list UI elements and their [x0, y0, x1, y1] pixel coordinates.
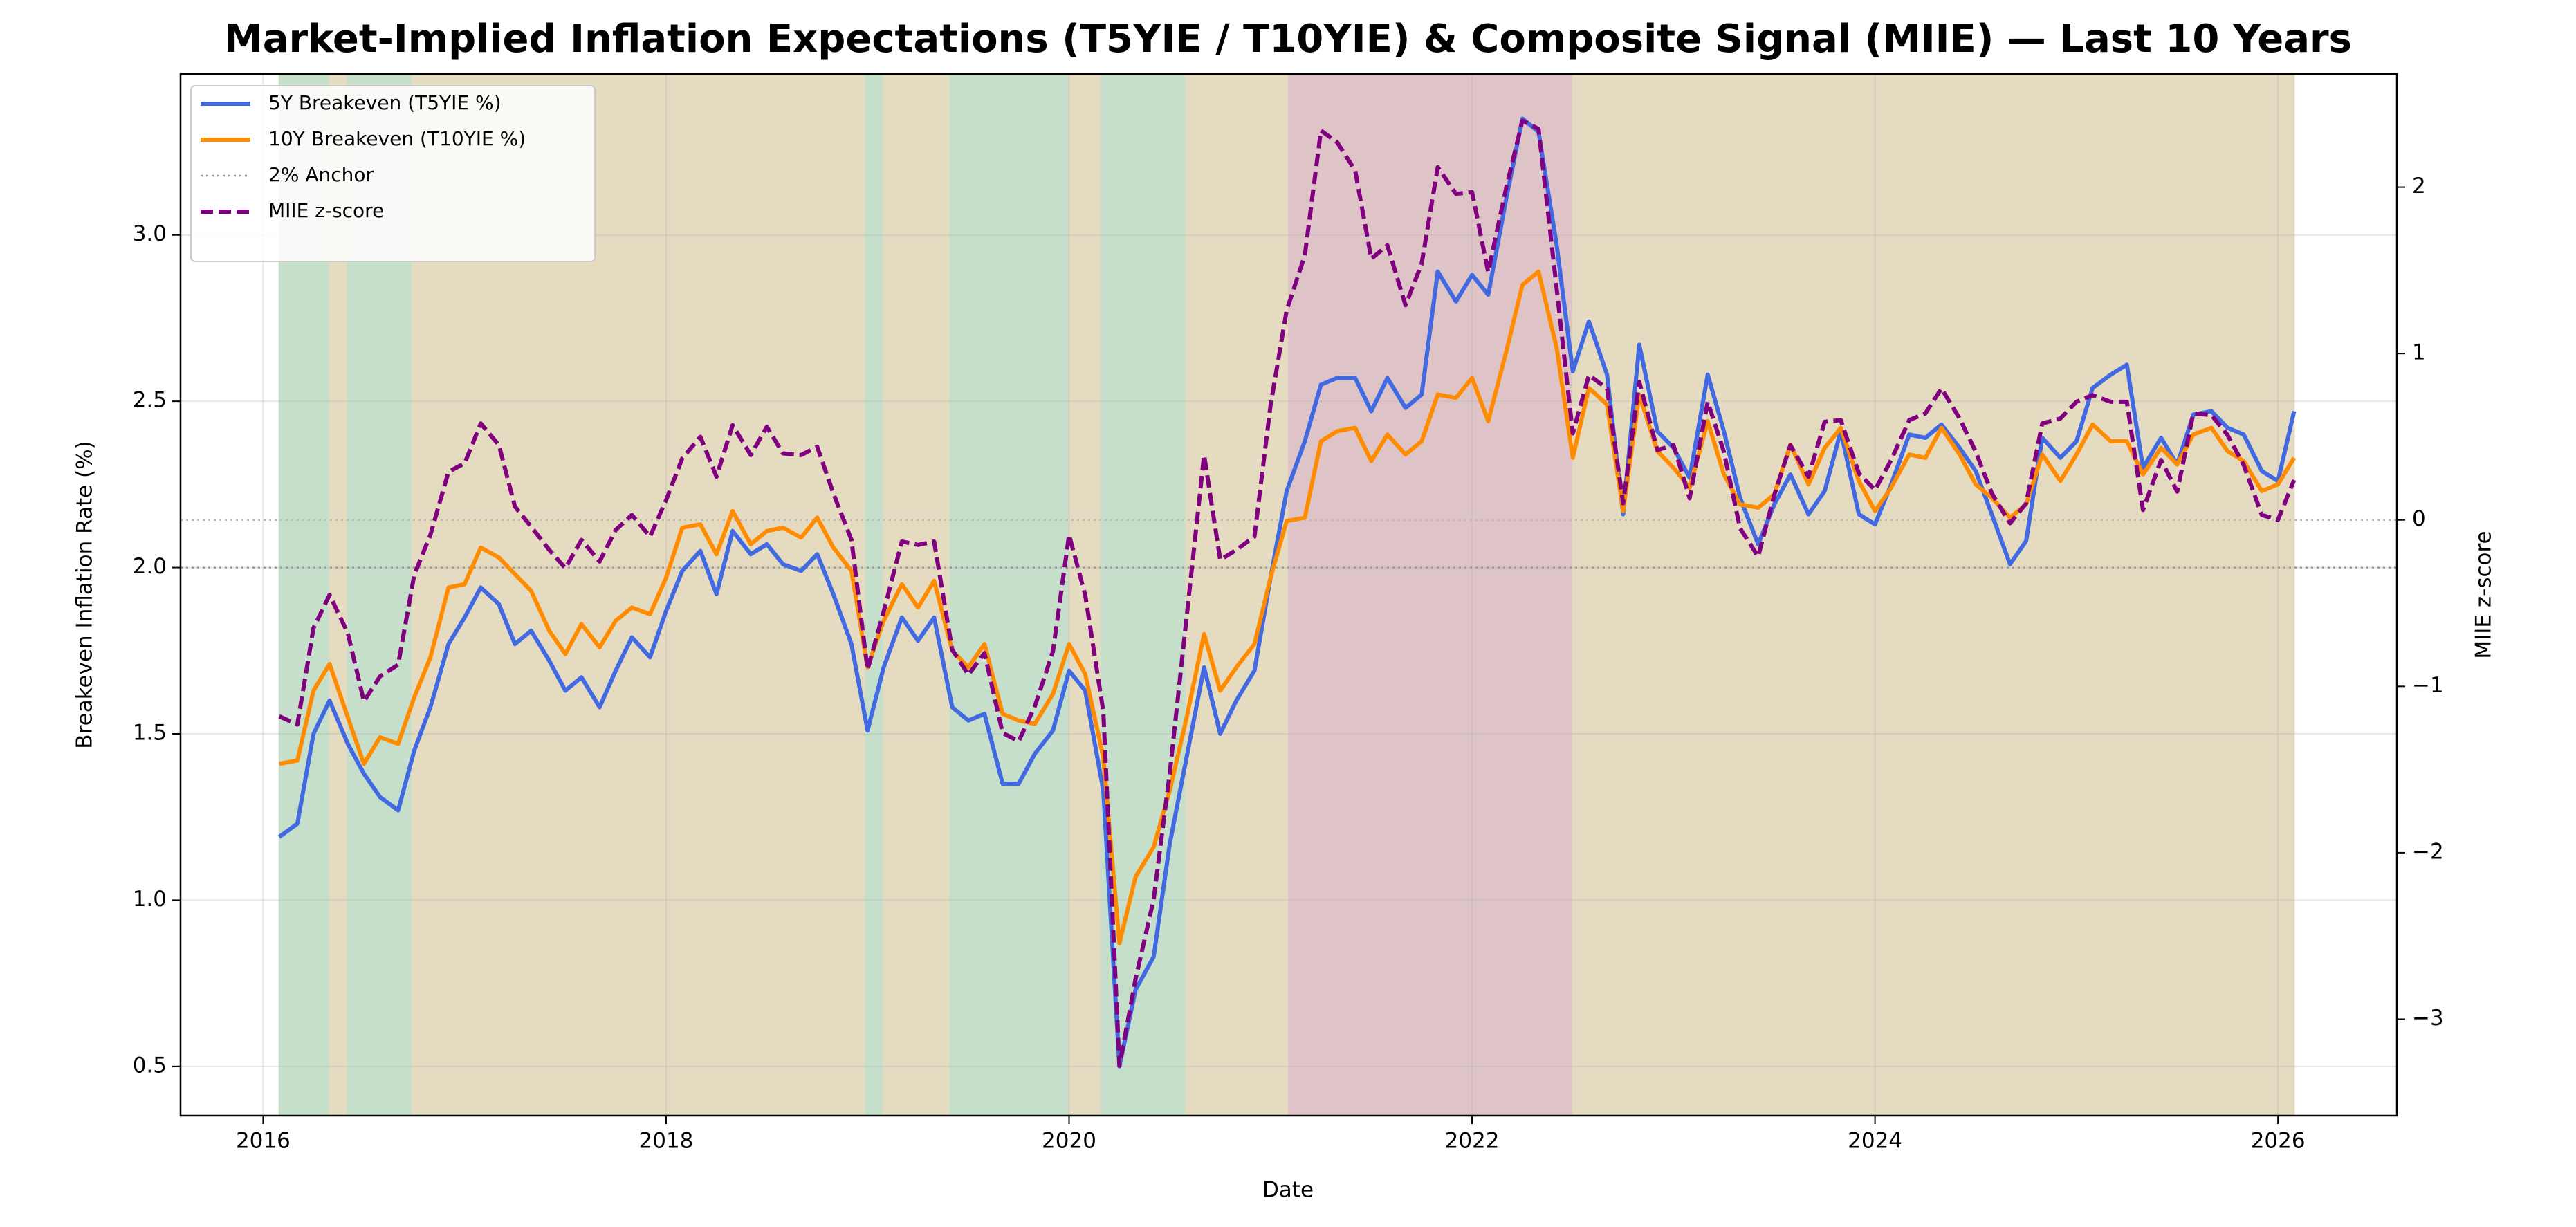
- x-axis-label: Date: [1262, 1178, 1314, 1203]
- y-tick-label: 1.0: [133, 887, 167, 912]
- regime-band: [883, 73, 951, 1116]
- x-tick-label: 2022: [1445, 1129, 1500, 1154]
- chart-title: Market-Implied Inflation Expectations (T…: [224, 17, 2352, 62]
- regime-band: [949, 73, 1070, 1116]
- legend: 5Y Breakeven (T5YIE %) 10Y Breakeven (T10…: [190, 85, 596, 262]
- y2-tick-label: −3: [2412, 1006, 2444, 1031]
- regime-band: [865, 73, 885, 1116]
- x-tick-label: 2018: [639, 1129, 694, 1154]
- y2-axis-label: MIIE z-score: [2472, 531, 2496, 658]
- legend-label: MIIE z-score: [268, 199, 384, 222]
- regime-band: [1288, 73, 1574, 1116]
- legend-label: 5Y Breakeven (T5YIE %): [268, 91, 502, 114]
- y-tick-label: 2.5: [133, 388, 167, 413]
- y-tick-label: 3.0: [133, 221, 167, 246]
- x-tick-label: 2016: [236, 1129, 291, 1154]
- series-line: [278, 118, 2297, 1068]
- x-tick-label: 2020: [1042, 1129, 1096, 1154]
- series-line: [279, 269, 2297, 945]
- legend-label: 2% Anchor: [268, 163, 374, 186]
- legend-box: [190, 85, 596, 262]
- series-line: [277, 116, 2297, 1069]
- regime-band: [1572, 73, 2295, 1116]
- y2-tick-label: 2: [2412, 174, 2426, 199]
- regime-band: [1185, 73, 1290, 1116]
- plot-frame: [179, 73, 2398, 1117]
- y2-tick-label: −1: [2412, 673, 2444, 698]
- y-tick-label: 2.0: [133, 554, 167, 579]
- legend-label: 10Y Breakeven (T10YIE %): [268, 127, 526, 150]
- x-tick-label: 2024: [1848, 1129, 1902, 1154]
- y2-tick-label: −2: [2412, 839, 2444, 864]
- y-tick-label: 1.5: [133, 720, 167, 745]
- y-axis-label: Breakeven Inflation Rate (%): [73, 441, 98, 748]
- y-tick-label: 0.5: [133, 1053, 167, 1078]
- y2-tick-label: 0: [2412, 506, 2426, 531]
- x-tick-label: 2026: [2251, 1129, 2306, 1154]
- y2-tick-label: 1: [2412, 340, 2426, 365]
